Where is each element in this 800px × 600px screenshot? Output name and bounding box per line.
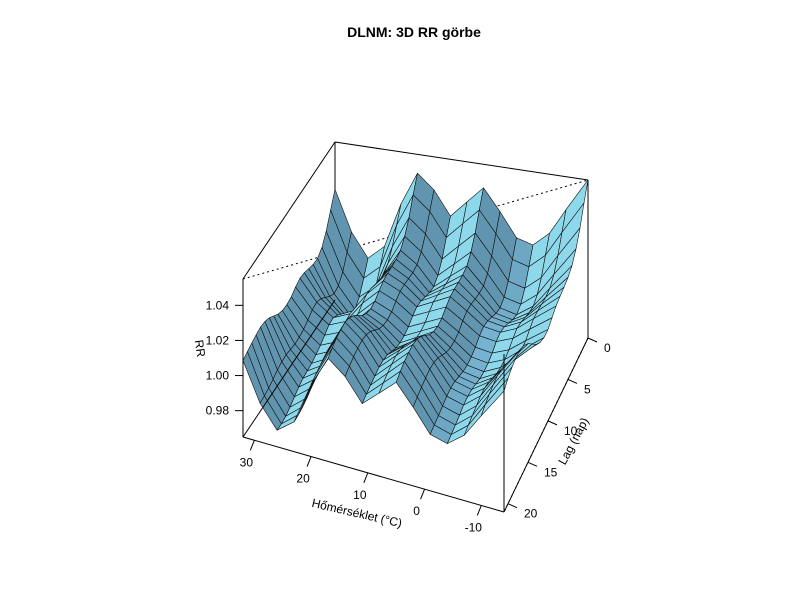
- lag-tick-mark: [507, 503, 518, 509]
- lag-tick-mark: [587, 337, 598, 343]
- box-edge: [334, 141, 589, 181]
- lag-tick-mark: [547, 420, 558, 426]
- temperature-tick-mark: [363, 472, 369, 484]
- box-edge: [242, 141, 336, 280]
- temperature-tick-label: 30: [240, 455, 254, 469]
- box-edge: [503, 337, 589, 513]
- temperature-tick-label: 20: [296, 472, 310, 486]
- rr-tick-label: 1.04: [206, 298, 230, 312]
- lag-tick-mark: [567, 378, 578, 384]
- temperature-tick-mark: [476, 505, 482, 516]
- rr-surface: [242, 172, 589, 444]
- temperature-tick-mark: [306, 456, 312, 467]
- box-edge: [242, 299, 336, 438]
- lag-tick-label: 5: [584, 382, 591, 396]
- rr-tick-label: 1.02: [206, 333, 230, 347]
- lag-tick-label: 0: [604, 341, 611, 355]
- temperature-axis: 30 20 10 0 -10: [240, 440, 483, 534]
- lag-tick-mark: [527, 461, 538, 467]
- box-edge: [242, 436, 505, 513]
- lag-tick-label: 15: [544, 465, 558, 479]
- temperature-tick-mark: [249, 440, 255, 451]
- temperature-tick-label: -10: [465, 520, 483, 534]
- temperature-tick-label: 10: [353, 488, 367, 502]
- rr-tick-label: 0.98: [206, 404, 230, 418]
- rr-axis: 0.98 1.00 1.02 1.04: [206, 298, 243, 418]
- temperature-tick-mark: [420, 488, 426, 500]
- lag-axis: 0 5 10 15 20: [507, 337, 611, 521]
- lag-tick-label: 20: [524, 507, 538, 521]
- chart-title: DLNM: 3D RR görbe: [347, 24, 481, 40]
- rr-axis-label: RR: [192, 339, 208, 358]
- temperature-tick-label: 0: [413, 504, 420, 518]
- lag-tick-label: 10: [564, 424, 578, 438]
- rr-tick-label: 1.00: [206, 369, 230, 383]
